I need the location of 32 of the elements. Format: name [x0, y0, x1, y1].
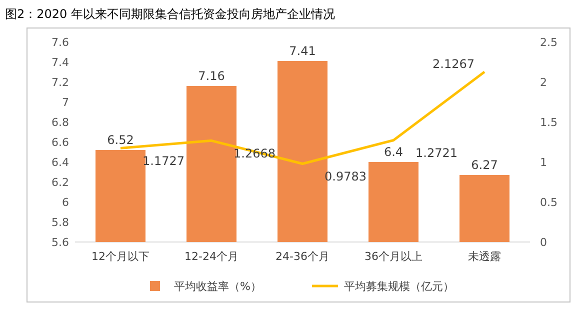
y2-tick-label: 0.5: [540, 196, 558, 209]
x-tick-label: 36个月以上: [364, 250, 422, 263]
x-tick-label: 12个月以下: [92, 250, 150, 263]
y-tick-label: 5.6: [52, 236, 69, 249]
y-tick-label: 7.2: [52, 76, 69, 89]
y-tick-label: 6.8: [52, 116, 69, 129]
y-tick-label: 6.4: [52, 156, 69, 169]
y-tick-label: 6.2: [52, 176, 69, 189]
data-label: 2.1267: [432, 56, 474, 71]
x-tick-label: 12-24个月: [184, 250, 238, 263]
title: 图2：2020 年以来不同期限集合信托资金投向房地产企业情况: [5, 7, 335, 21]
y-tick-label: 5.8: [52, 216, 69, 229]
data-label: 7.16: [198, 69, 225, 83]
y2-tick-label: 1: [540, 156, 547, 169]
y-tick-label: 7.4: [52, 56, 69, 69]
y-tick-label: 6.6: [52, 136, 69, 149]
y-tick-label: 7: [62, 96, 69, 109]
data-label: 6.52: [107, 133, 134, 147]
y2-tick-label: 2.5: [540, 36, 558, 49]
y2-tick-label: 2: [540, 76, 547, 89]
y2-tick-label: 1.5: [540, 116, 558, 129]
data-label: 1.2721: [416, 146, 458, 160]
y-tick-label: 6: [62, 196, 69, 209]
x-tick-label: 24-36个月: [276, 250, 330, 263]
x-tick-label: 未透露: [468, 250, 501, 263]
data-label: 6.4: [384, 145, 404, 159]
legend-label: 平均收益率（%）: [174, 280, 262, 293]
y2-tick-label: 0: [540, 236, 547, 249]
data-label: 6.27: [471, 158, 498, 172]
legend-label: 平均募集规模（亿元）: [344, 280, 454, 293]
data-label: 7.41: [289, 44, 316, 58]
y-tick-label: 7.6: [52, 36, 69, 49]
